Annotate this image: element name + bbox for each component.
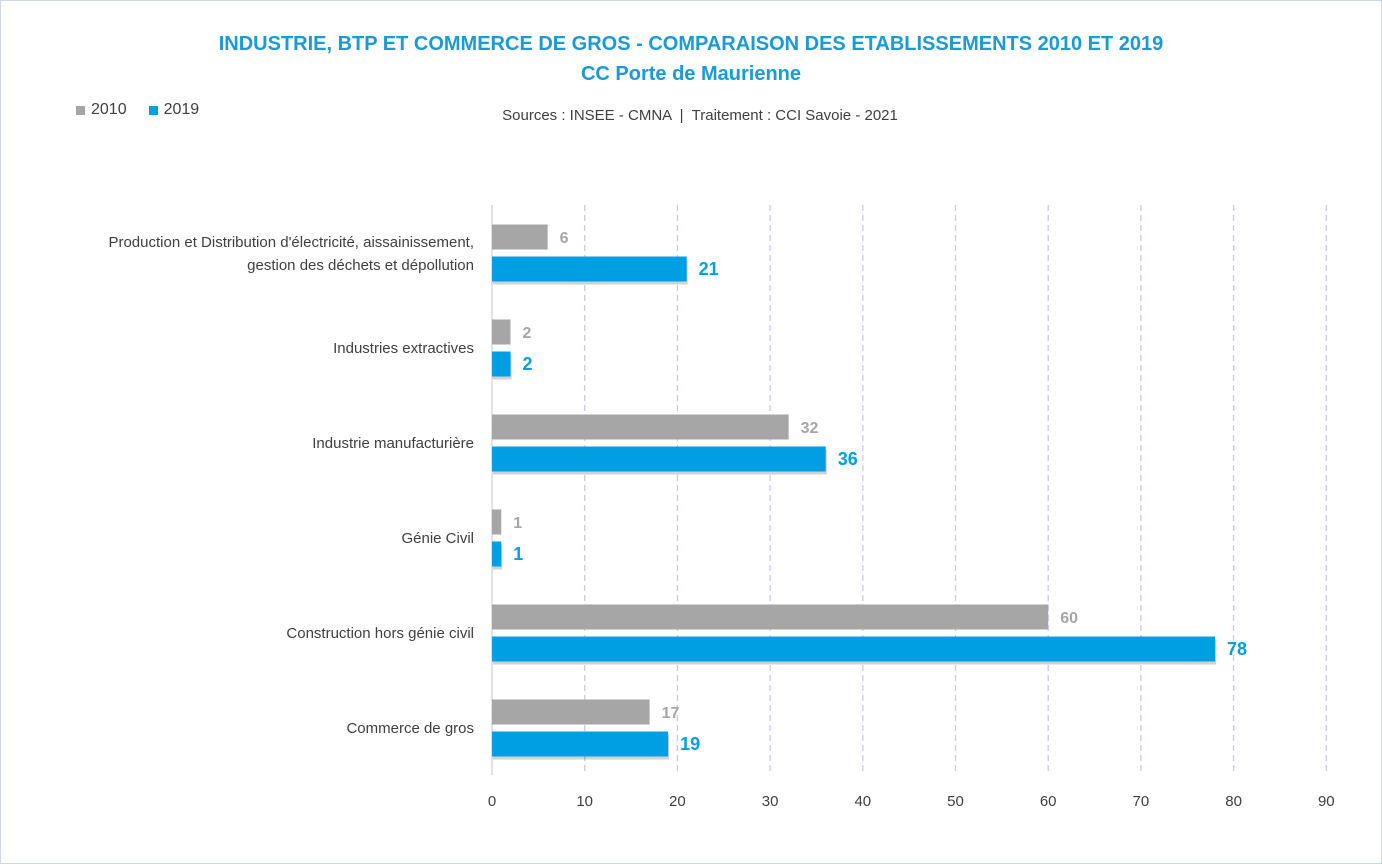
x-tick-label-80: 80 [1225, 793, 1242, 810]
x-tick-label-10: 10 [576, 793, 593, 810]
chart-title: INDUSTRIE, BTP ET COMMERCE DE GROS - COM… [218, 33, 1164, 55]
data-label-2010-0: 6 [560, 230, 569, 247]
category-label-3: Génie Civil [401, 530, 474, 547]
x-axis-ticks: 0 10 20 30 40 50 60 70 80 90 [488, 793, 1335, 810]
bar-2010-1 [492, 319, 511, 345]
category-label-5: Commerce de gros [346, 720, 474, 737]
x-tick-label-50: 50 [947, 793, 964, 810]
data-label-2019-0: 21 [699, 259, 719, 279]
bar-2010-2 [492, 414, 789, 440]
bar-2019-5 [492, 731, 669, 757]
bar-2010-4 [492, 604, 1049, 630]
legend-swatch-2010 [76, 105, 85, 115]
bar-2010-3 [492, 509, 502, 535]
bar-2019-1 [492, 351, 511, 377]
legend: 2010 2019 [76, 101, 199, 119]
category-label-2: Industrie manufacturière [312, 435, 474, 452]
x-tick-label-70: 70 [1133, 793, 1150, 810]
data-label-2019-3: 1 [513, 544, 523, 564]
chart-subtitle: CC Porte de Maurienne [580, 63, 802, 85]
data-label-2010-3: 1 [513, 515, 522, 532]
x-tick-label-0: 0 [488, 793, 496, 810]
bar-2010-5 [492, 699, 650, 725]
data-label-2019-2: 36 [838, 449, 858, 469]
bar-2019-0 [492, 256, 687, 282]
category-label-line: Production et Distribution d'électricité… [108, 234, 474, 251]
category-label-0: Production et Distribution d'électricité… [108, 234, 474, 274]
bar-2010-0 [492, 224, 548, 250]
data-label-2010-5: 17 [662, 705, 680, 722]
x-tick-label-60: 60 [1040, 793, 1057, 810]
category-label-4: Construction hors génie civil [286, 625, 474, 642]
x-tick-label-20: 20 [669, 793, 686, 810]
category-labels: Production et Distribution d'électricité… [108, 234, 474, 737]
data-label-2010-2: 32 [801, 420, 819, 437]
category-label-line: gestion des déchets et dépollution [247, 257, 474, 274]
data-label-2010-4: 60 [1060, 610, 1078, 627]
gridlines [491, 205, 1327, 775]
source-note: Sources : INSEE - CMNA | Traitement : CC… [502, 107, 898, 124]
legend-label-2019: 2019 [163, 101, 200, 118]
bars [492, 224, 1217, 760]
legend-swatch-2019 [148, 105, 158, 115]
legend-item-2019: 2019 [148, 101, 200, 119]
data-label-2010-1: 2 [523, 325, 532, 342]
data-label-2019-4: 78 [1227, 639, 1247, 659]
data-label-2019-1: 2 [523, 354, 533, 374]
x-tick-label-30: 30 [762, 793, 779, 810]
legend-label-2010: 2010 [91, 101, 127, 118]
bar-2019-3 [492, 541, 502, 567]
category-label-1: Industries extractives [333, 340, 474, 357]
legend-item-2010: 2010 [76, 101, 127, 119]
x-tick-label-90: 90 [1318, 793, 1335, 810]
bar-2019-2 [492, 446, 826, 472]
x-tick-label-40: 40 [854, 793, 871, 810]
data-label-2019-5: 19 [680, 734, 700, 754]
bar-2019-4 [492, 636, 1216, 662]
